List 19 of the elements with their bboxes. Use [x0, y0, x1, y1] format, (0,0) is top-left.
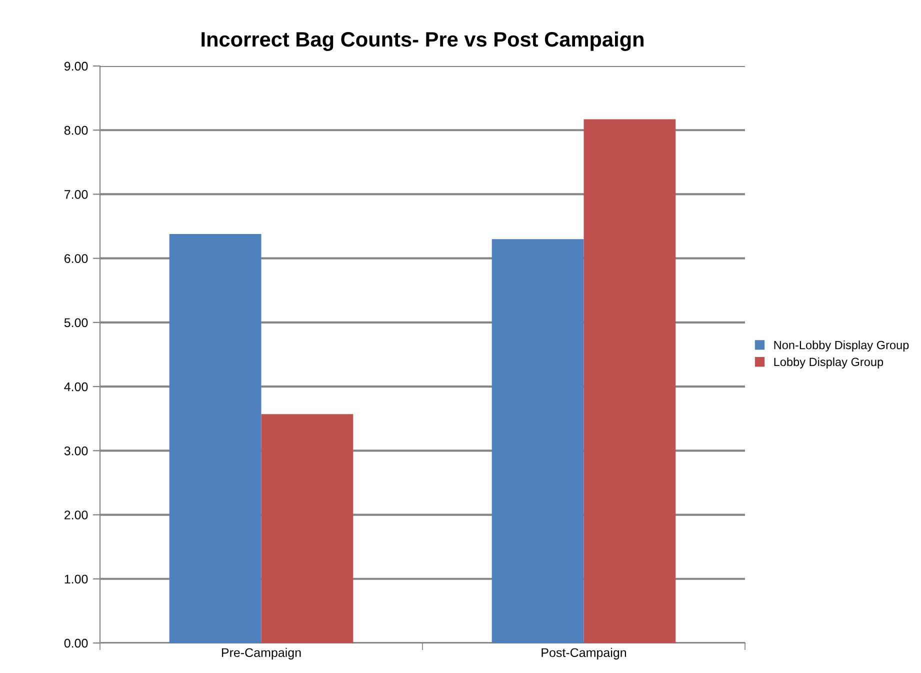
legend-label: Lobby Display Group: [774, 357, 884, 368]
x-tick-label: Post-Campaign: [542, 648, 626, 660]
bar: [169, 234, 262, 643]
y-tick-label: 4.00: [64, 382, 88, 392]
y-tick-label: 9.00: [64, 62, 88, 71]
y-tick-label: 3.00: [64, 446, 88, 456]
legend-label: Non-Lobby Display Group: [774, 340, 909, 352]
y-tick-label: 1.00: [64, 574, 88, 584]
y-tick-label: 0.00: [64, 638, 88, 648]
y-tick-label: 2.00: [64, 510, 88, 520]
y-tick-label: 6.00: [64, 254, 88, 263]
chart-title: Incorrect Bag Counts- Pre vs Post Campaign: [202, 31, 644, 51]
bar: [492, 239, 584, 643]
bar: [261, 414, 354, 643]
y-tick-label: 5.00: [64, 318, 88, 328]
y-tick-label: 7.00: [64, 190, 88, 199]
bar: [584, 119, 676, 643]
x-tick-label: Pre-Campaign: [222, 648, 301, 660]
y-tick-label: 8.00: [64, 126, 88, 135]
